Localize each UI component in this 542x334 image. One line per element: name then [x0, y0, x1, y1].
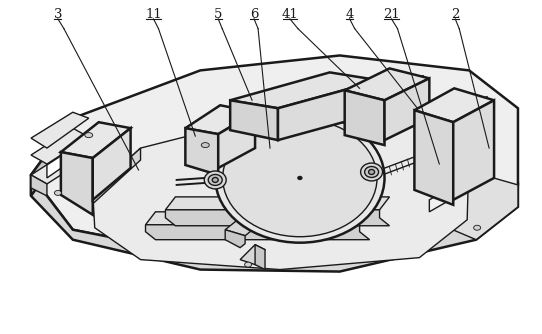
Ellipse shape	[85, 133, 93, 138]
Polygon shape	[31, 148, 89, 184]
Polygon shape	[93, 148, 140, 204]
Ellipse shape	[204, 171, 226, 189]
Polygon shape	[453, 100, 494, 200]
Ellipse shape	[208, 174, 222, 185]
Polygon shape	[31, 112, 89, 148]
Polygon shape	[165, 197, 390, 210]
Ellipse shape	[365, 167, 378, 177]
Ellipse shape	[369, 169, 375, 174]
Ellipse shape	[54, 190, 61, 195]
Polygon shape	[225, 218, 260, 236]
Polygon shape	[429, 173, 518, 240]
Polygon shape	[31, 175, 518, 272]
Polygon shape	[93, 128, 131, 200]
Polygon shape	[384, 78, 429, 140]
Text: 41: 41	[281, 8, 298, 21]
Polygon shape	[345, 90, 384, 145]
Ellipse shape	[298, 176, 302, 179]
Polygon shape	[278, 80, 379, 140]
Polygon shape	[145, 212, 370, 225]
Ellipse shape	[215, 113, 384, 243]
Ellipse shape	[212, 177, 218, 182]
Ellipse shape	[201, 143, 209, 148]
Polygon shape	[240, 245, 265, 265]
Polygon shape	[47, 148, 73, 178]
Polygon shape	[230, 72, 379, 108]
Polygon shape	[218, 112, 255, 168]
Polygon shape	[61, 152, 93, 215]
Polygon shape	[255, 245, 265, 270]
Polygon shape	[345, 68, 429, 100]
Polygon shape	[185, 105, 255, 134]
Polygon shape	[31, 55, 518, 255]
Polygon shape	[31, 175, 47, 196]
Ellipse shape	[223, 119, 377, 237]
Polygon shape	[415, 88, 494, 122]
Polygon shape	[230, 100, 278, 140]
Polygon shape	[429, 156, 476, 195]
Text: 6: 6	[250, 8, 259, 21]
Text: 21: 21	[383, 8, 400, 21]
Text: 5: 5	[214, 8, 222, 21]
Text: 3: 3	[54, 8, 62, 21]
Polygon shape	[31, 128, 89, 164]
Polygon shape	[93, 110, 469, 270]
Polygon shape	[31, 118, 73, 196]
Text: 11: 11	[145, 8, 162, 21]
Polygon shape	[415, 110, 453, 205]
Ellipse shape	[360, 163, 383, 181]
Polygon shape	[429, 173, 476, 212]
Text: 4: 4	[345, 8, 354, 21]
Polygon shape	[225, 230, 245, 248]
Ellipse shape	[244, 262, 251, 267]
Polygon shape	[185, 128, 218, 175]
Polygon shape	[165, 210, 390, 226]
Polygon shape	[61, 122, 131, 158]
Ellipse shape	[474, 225, 481, 230]
Polygon shape	[145, 225, 370, 240]
Text: 2: 2	[451, 8, 460, 21]
